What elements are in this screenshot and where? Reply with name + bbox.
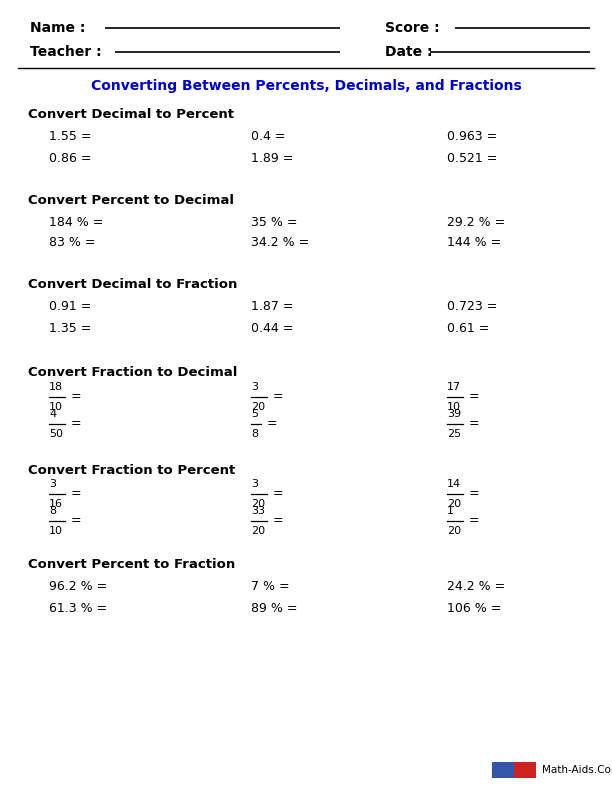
Text: =: =: [469, 417, 479, 431]
Text: 106 % =: 106 % =: [447, 601, 501, 615]
Text: 144 % =: 144 % =: [447, 237, 501, 249]
Text: 20: 20: [251, 402, 265, 412]
Text: 39: 39: [447, 409, 461, 419]
Text: =: =: [71, 417, 81, 431]
Text: 96.2 % =: 96.2 % =: [49, 581, 107, 593]
Text: =: =: [469, 390, 479, 403]
Text: Score :: Score :: [385, 21, 439, 35]
Text: 0.723 =: 0.723 =: [447, 300, 497, 314]
Text: 0.91 =: 0.91 =: [49, 300, 91, 314]
Text: =: =: [273, 488, 283, 501]
Text: =: =: [469, 488, 479, 501]
Text: 8: 8: [251, 429, 258, 439]
Text: 18: 18: [49, 382, 63, 392]
Text: 0.4 =: 0.4 =: [251, 131, 285, 143]
Text: 1.55 =: 1.55 =: [49, 131, 91, 143]
Bar: [514, 762, 536, 778]
Text: =: =: [71, 515, 81, 527]
Text: 0.963 =: 0.963 =: [447, 131, 497, 143]
Text: 20: 20: [251, 499, 265, 509]
Text: Convert Fraction to Decimal: Convert Fraction to Decimal: [28, 367, 237, 379]
Text: 0.521 =: 0.521 =: [447, 151, 497, 165]
Text: =: =: [71, 390, 81, 403]
Text: =: =: [71, 488, 81, 501]
Text: 1: 1: [447, 506, 453, 516]
Text: 20: 20: [447, 499, 461, 509]
Text: 20: 20: [447, 526, 461, 536]
Bar: [492, 762, 514, 778]
Text: 25: 25: [447, 429, 461, 439]
Text: Convert Fraction to Percent: Convert Fraction to Percent: [28, 463, 235, 477]
Text: 17: 17: [447, 382, 461, 392]
Text: 3: 3: [49, 479, 56, 489]
Text: 0.86 =: 0.86 =: [49, 151, 91, 165]
Text: =: =: [273, 390, 283, 403]
Text: =: =: [273, 515, 283, 527]
Text: 1.89 =: 1.89 =: [251, 151, 293, 165]
Text: 184 % =: 184 % =: [49, 215, 103, 229]
Text: 83 % =: 83 % =: [49, 237, 95, 249]
Text: 24.2 % =: 24.2 % =: [447, 581, 505, 593]
Text: 35 % =: 35 % =: [251, 215, 297, 229]
Text: 4: 4: [49, 409, 56, 419]
Text: 3: 3: [251, 382, 258, 392]
Text: 50: 50: [49, 429, 63, 439]
Text: Convert Percent to Fraction: Convert Percent to Fraction: [28, 558, 235, 572]
Text: Math-Aids.Com: Math-Aids.Com: [542, 765, 612, 775]
Text: 10: 10: [49, 402, 63, 412]
Text: 7 % =: 7 % =: [251, 581, 289, 593]
Text: 20: 20: [251, 526, 265, 536]
Text: Convert Decimal to Percent: Convert Decimal to Percent: [28, 109, 234, 121]
Text: 34.2 % =: 34.2 % =: [251, 237, 309, 249]
Text: 8: 8: [49, 506, 56, 516]
Text: 10: 10: [49, 526, 63, 536]
Text: 0.44 =: 0.44 =: [251, 322, 293, 334]
Text: 33: 33: [251, 506, 265, 516]
Text: 10: 10: [447, 402, 461, 412]
Text: 5: 5: [251, 409, 258, 419]
Text: 14: 14: [447, 479, 461, 489]
Text: Date :: Date :: [385, 45, 433, 59]
Text: 3: 3: [251, 479, 258, 489]
Text: =: =: [469, 515, 479, 527]
Text: 1.35 =: 1.35 =: [49, 322, 91, 334]
Text: 29.2 % =: 29.2 % =: [447, 215, 505, 229]
Text: 61.3 % =: 61.3 % =: [49, 601, 107, 615]
Text: =: =: [267, 417, 278, 431]
Text: 1.87 =: 1.87 =: [251, 300, 293, 314]
Text: Convert Decimal to Fraction: Convert Decimal to Fraction: [28, 279, 237, 291]
Text: Name :: Name :: [30, 21, 86, 35]
Text: 0.61 =: 0.61 =: [447, 322, 489, 334]
Text: Convert Percent to Decimal: Convert Percent to Decimal: [28, 193, 234, 207]
Text: 16: 16: [49, 499, 63, 509]
Text: Teacher :: Teacher :: [30, 45, 102, 59]
Text: 89 % =: 89 % =: [251, 601, 297, 615]
Text: Converting Between Percents, Decimals, and Fractions: Converting Between Percents, Decimals, a…: [91, 79, 521, 93]
